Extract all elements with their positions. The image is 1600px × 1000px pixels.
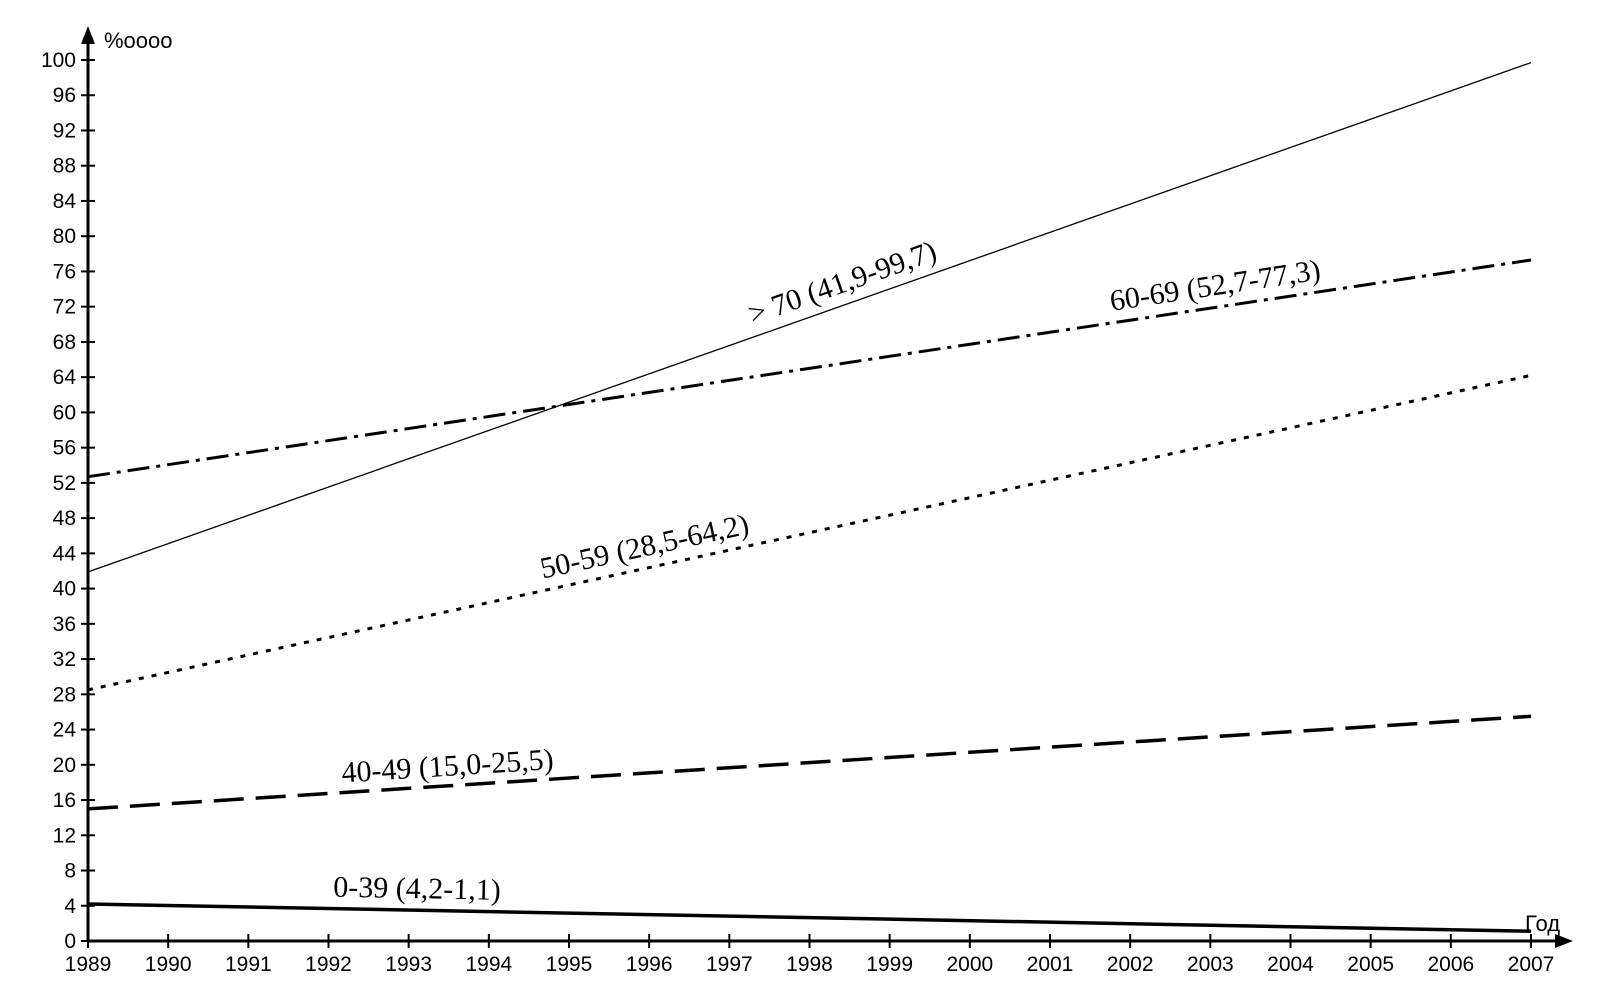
y-tick-label: 16 [53, 789, 76, 812]
axes: %ooooГод04812162024283236404448525660646… [41, 26, 1573, 976]
y-tick-label: 100 [41, 49, 76, 72]
x-tick-label: 1994 [465, 953, 512, 976]
y-tick-label: 56 [53, 437, 76, 460]
x-tick-label: 1992 [305, 953, 352, 976]
y-tick-label: 92 [53, 119, 76, 142]
y-tick-label: 52 [53, 472, 76, 495]
series-60-69-line [87, 258, 1532, 479]
y-tick-label: 64 [53, 366, 77, 389]
series-50-59-label: 50-59 (28,5-64,2) [537, 508, 752, 586]
y-tick-label: 40 [53, 578, 76, 601]
series-50-59-line [87, 373, 1532, 692]
y-tick-label: 20 [53, 754, 76, 777]
y-axis-arrow [81, 26, 95, 44]
y-tick-label: 36 [53, 613, 76, 636]
x-tick-label: 2007 [1508, 953, 1555, 976]
y-tick-label: 28 [53, 683, 76, 706]
x-tick-label: 1989 [65, 953, 112, 976]
y-tick-label: 84 [53, 190, 77, 213]
y-tick-label: 44 [53, 542, 77, 565]
y-tick-label: 0 [64, 930, 76, 953]
y-tick-label: 68 [53, 331, 76, 354]
y-tick-label: 12 [53, 824, 76, 847]
y-tick-label: 32 [53, 648, 76, 671]
x-axis-arrow [1555, 934, 1573, 948]
x-tick-label: 1990 [145, 953, 192, 976]
x-tick-label: 2005 [1347, 953, 1394, 976]
y-axis-title: %oooo [104, 28, 173, 53]
y-tick-label: 8 [64, 860, 76, 883]
x-tick-label: 1995 [546, 953, 593, 976]
y-tick-label: 4 [64, 895, 76, 918]
x-tick-label: 1993 [385, 953, 432, 976]
series-lines [87, 61, 1532, 934]
x-tick-label: 1997 [706, 953, 753, 976]
y-tick-label: 80 [53, 225, 76, 248]
y-tick-label: 72 [53, 296, 76, 319]
x-tick-label: 2004 [1267, 953, 1314, 976]
series-0-39-line [87, 902, 1532, 934]
series-0-39-label: 0-39 (4,2-1,1) [333, 871, 501, 907]
x-tick-label: 2000 [946, 953, 993, 976]
series-70-plus-label: > 70 (41,9-99,7) [744, 235, 941, 332]
y-tick-label: 48 [53, 507, 76, 530]
x-tick-label: 2003 [1187, 953, 1234, 976]
x-tick-label: 2002 [1107, 953, 1154, 976]
series-70-plus-line [87, 61, 1532, 573]
series-labels: > 70 (41,9-99,7) 60-69 (52,7-77,3)50-59 (… [333, 235, 1323, 907]
x-tick-label: 1996 [626, 953, 673, 976]
y-tick-label: 88 [53, 155, 76, 178]
x-tick-label: 1991 [225, 953, 272, 976]
y-tick-label: 76 [53, 260, 76, 283]
x-tick-label: 2001 [1027, 953, 1074, 976]
y-tick-label: 60 [53, 401, 76, 424]
y-tick-label: 96 [53, 84, 76, 107]
series-40-49-line [87, 714, 1532, 811]
y-tick-label: 24 [53, 719, 77, 742]
x-tick-label: 1999 [866, 953, 913, 976]
x-tick-label: 1998 [786, 953, 833, 976]
x-tick-label: 2006 [1427, 953, 1474, 976]
